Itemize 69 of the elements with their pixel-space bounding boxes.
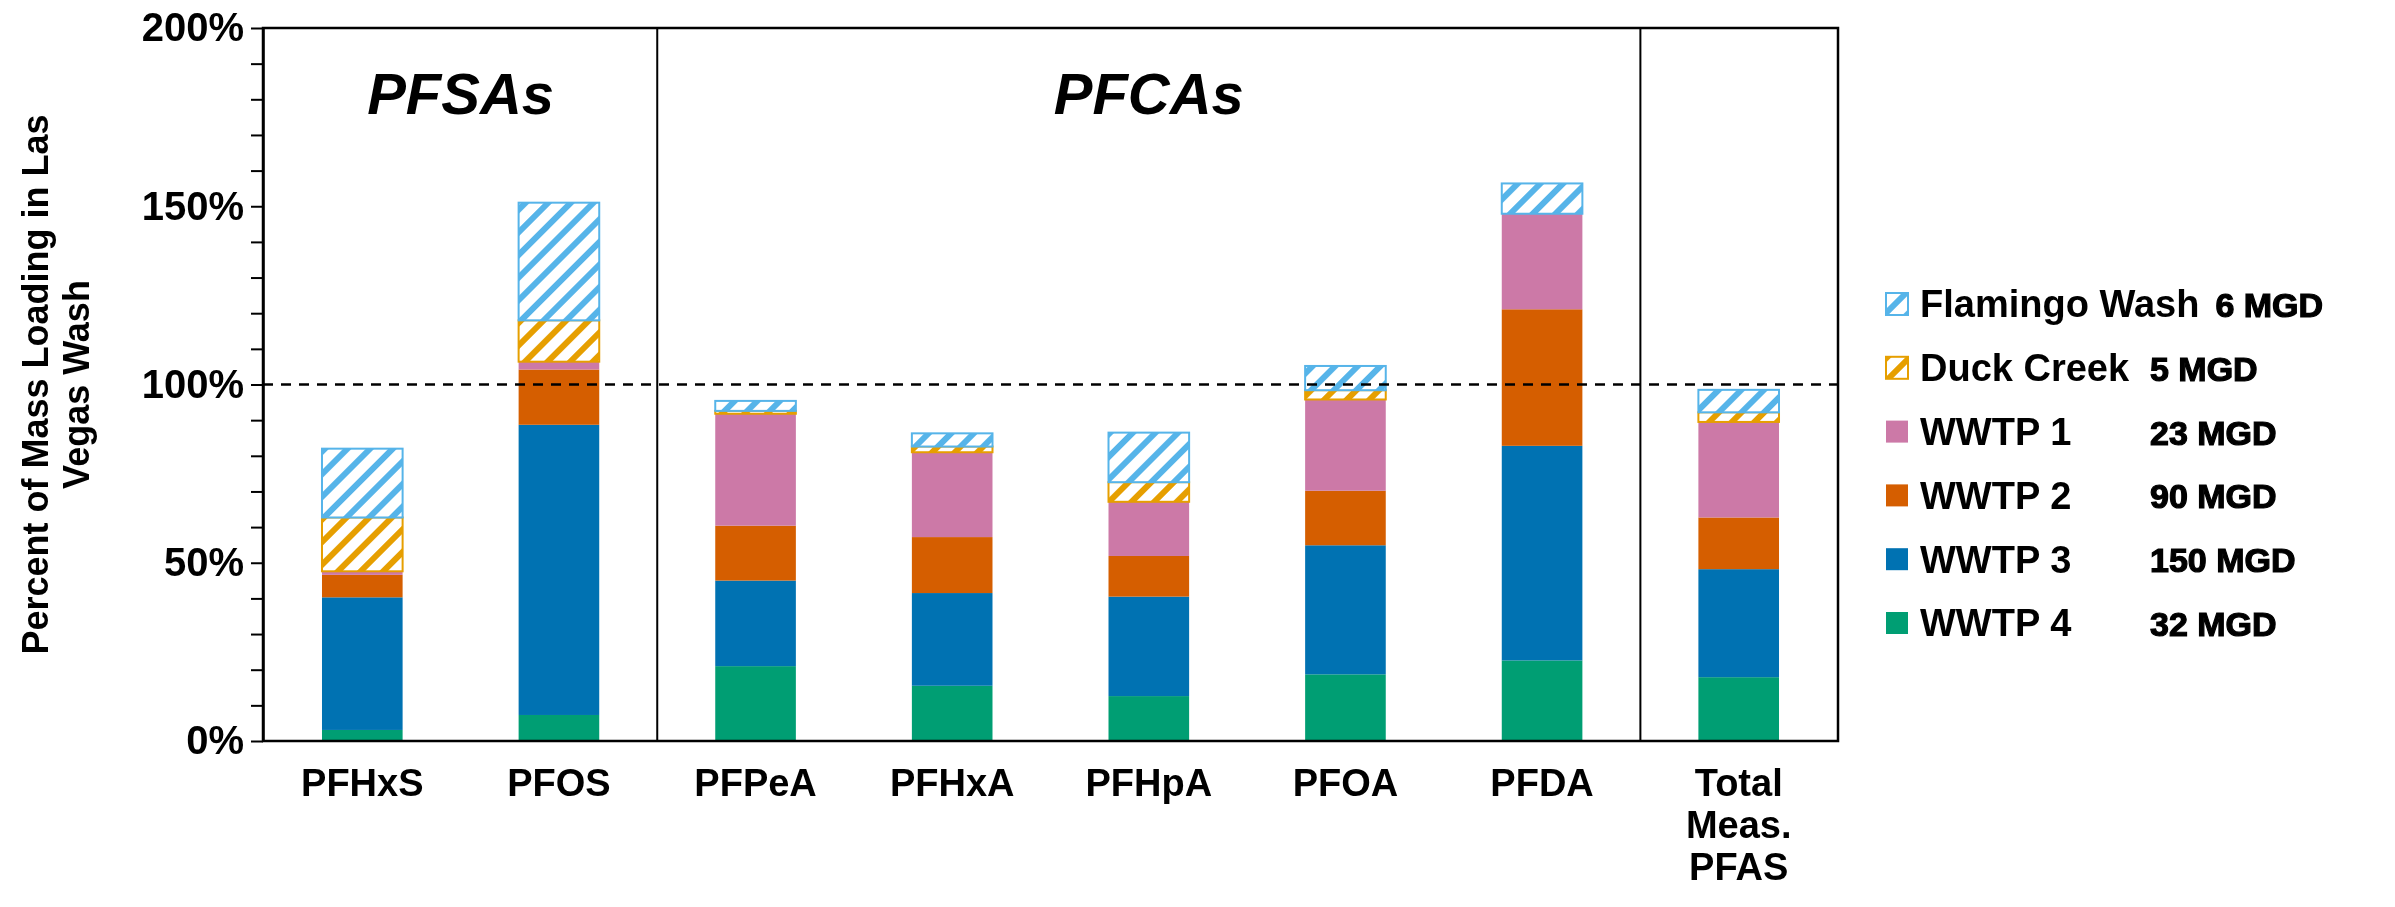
bar	[911, 593, 993, 686]
text: 23 MGD	[2150, 413, 2277, 452]
bar	[1108, 696, 1190, 741]
bar	[1108, 555, 1190, 597]
x-tick-label: PFHxS	[301, 762, 424, 804]
legend-label: WWTP 1	[1920, 410, 2072, 453]
text: 32 MGD	[2150, 604, 2277, 643]
bar	[1501, 213, 1583, 310]
bar	[320, 447, 404, 519]
annotation: PFCAs	[1053, 61, 1244, 126]
bar	[715, 525, 796, 581]
bar	[1304, 364, 1387, 392]
text: 5 MGD	[2150, 349, 2258, 388]
bar	[518, 714, 600, 741]
x-tick-label: PFOS	[507, 762, 611, 804]
bar	[321, 574, 403, 598]
y-tick-label: 50%	[163, 540, 244, 585]
bar	[1501, 660, 1583, 741]
y-tick-label: 200%	[141, 5, 244, 50]
bar	[715, 666, 796, 741]
x-tick-label: PFHpA	[1085, 762, 1213, 804]
x-tick-label: PFDA	[1490, 762, 1594, 804]
text: 90 MGD	[2150, 477, 2277, 516]
x-tick-label: PFPeA	[694, 762, 817, 804]
bar	[1305, 674, 1386, 741]
bar	[715, 580, 796, 667]
y-axis-title: Percent of Mass Loading in Las Vegas Wash	[15, 114, 98, 655]
legend-label: Duck Creek	[1920, 347, 2130, 390]
bar	[1108, 596, 1190, 697]
bar	[1107, 431, 1191, 484]
bar	[910, 432, 994, 448]
bar	[321, 597, 403, 730]
y-tick-label: 100%	[141, 361, 244, 406]
bar	[1697, 388, 1781, 414]
bar	[1305, 490, 1386, 546]
annotation: PFSAs	[367, 61, 555, 126]
bar	[1107, 481, 1191, 503]
bar	[518, 369, 600, 425]
text: 6 MGD	[2215, 285, 2324, 324]
bar	[518, 424, 600, 715]
bar	[517, 319, 601, 363]
y-tick-label: 150%	[141, 183, 244, 228]
x-tick-label: PFHxA	[889, 762, 1015, 804]
bar	[321, 729, 403, 741]
bar	[1501, 309, 1583, 446]
bar	[1698, 421, 1780, 518]
bar	[1305, 399, 1386, 491]
bar	[1500, 182, 1584, 215]
bar	[1698, 569, 1780, 678]
y-tick-label: 0%	[186, 718, 244, 763]
bar	[911, 452, 993, 538]
bar	[1305, 545, 1386, 675]
bar	[1501, 445, 1583, 661]
bar	[320, 516, 404, 573]
bar	[1698, 677, 1780, 741]
bar	[1698, 517, 1780, 570]
x-tick-label: Total Meas. PFAS	[1685, 762, 1792, 888]
x-tick-label: PFOA	[1292, 762, 1399, 804]
bar	[1108, 501, 1190, 556]
legend-label: WWTP 3	[1920, 538, 2072, 581]
legend-label: WWTP 4	[1920, 602, 2072, 645]
bar	[911, 537, 993, 594]
text: 150 MGD	[2150, 541, 2296, 580]
bar	[517, 201, 601, 322]
bar	[911, 685, 993, 741]
legend-label: Flamingo Wash	[1920, 283, 2200, 326]
bar	[715, 413, 796, 526]
bar	[714, 399, 797, 412]
legend-label: WWTP 2	[1920, 474, 2072, 517]
